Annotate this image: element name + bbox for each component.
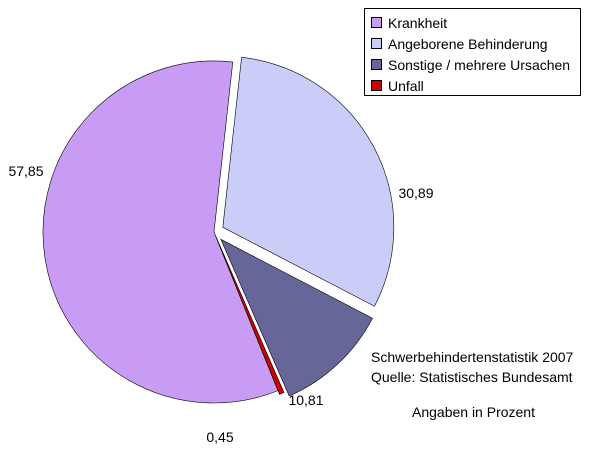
data-label-angeborene-behinderung: 30,89 — [398, 185, 433, 201]
legend-swatch-krankheit — [371, 17, 382, 28]
legend-item-krankheit: Krankheit — [371, 12, 574, 33]
legend-swatch-sonstige — [371, 59, 382, 70]
chart-legend: Krankheit Angeborene Behinderung Sonstig… — [364, 8, 581, 96]
data-label-sonstige: 10,81 — [288, 392, 323, 408]
legend-label-unfall: Unfall — [388, 77, 424, 94]
data-label-krankheit: 57,85 — [8, 163, 43, 179]
pie-slice-krankheit — [42, 60, 279, 404]
pie-slice-angeborene-behinderung — [222, 56, 395, 307]
legend-label-angeborene-behinderung: Angeborene Behinderung — [388, 35, 548, 52]
units-note: Angaben in Prozent — [412, 404, 535, 420]
source-line-2: Quelle: Statistisches Bundesamt — [371, 369, 573, 385]
legend-label-sonstige: Sonstige / mehrere Ursachen — [388, 56, 571, 73]
legend-swatch-angeborene-behinderung — [371, 38, 382, 49]
legend-item-sonstige: Sonstige / mehrere Ursachen — [371, 54, 574, 75]
pie-slice-sonstige — [220, 238, 373, 397]
source-line-1: Schwerbehindertenstatistik 2007 — [371, 349, 574, 365]
legend-item-angeborene-behinderung: Angeborene Behinderung — [371, 33, 574, 54]
data-label-unfall: 0,45 — [206, 429, 233, 445]
legend-item-unfall: Unfall — [371, 75, 574, 96]
pie-slice-unfall — [215, 235, 285, 395]
legend-swatch-unfall — [371, 80, 382, 91]
legend-label-krankheit: Krankheit — [388, 14, 448, 31]
